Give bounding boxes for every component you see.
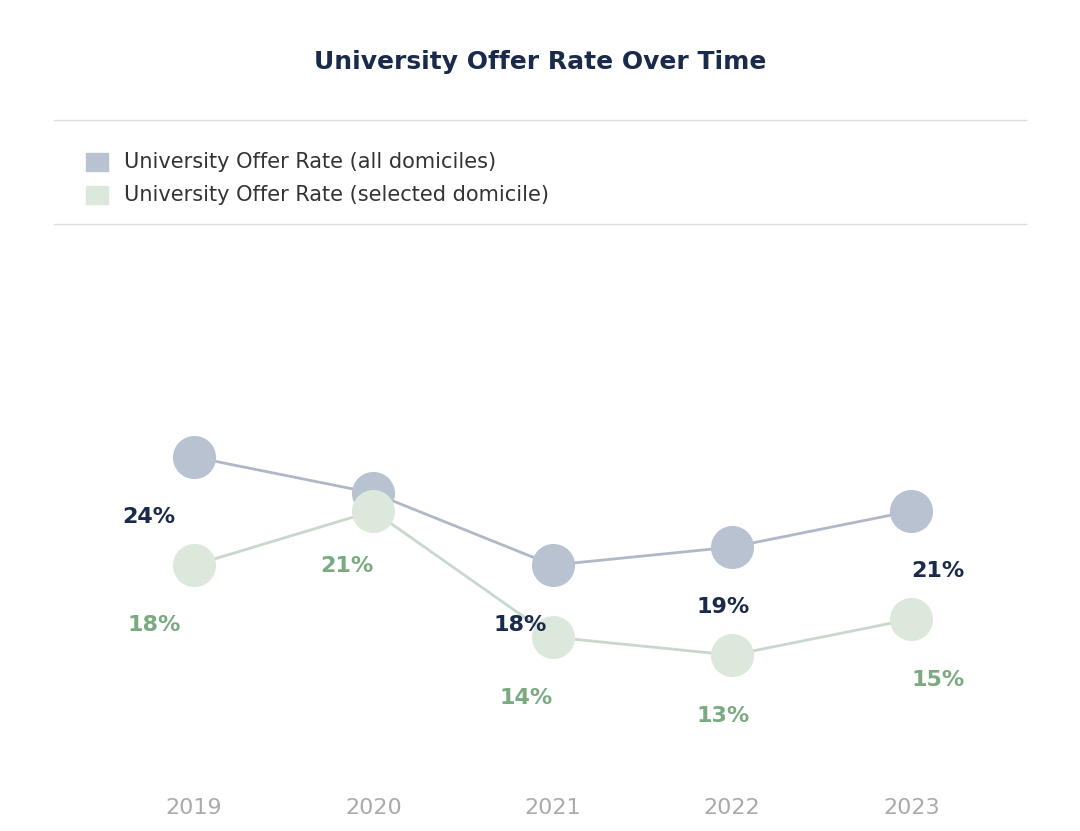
Text: 19%: 19% bbox=[697, 597, 750, 617]
Text: 18%: 18% bbox=[494, 616, 548, 636]
Text: 15%: 15% bbox=[912, 670, 964, 690]
Text: University Offer Rate (selected domicile): University Offer Rate (selected domicile… bbox=[124, 185, 549, 205]
Text: 21%: 21% bbox=[912, 562, 964, 582]
Text: 13%: 13% bbox=[697, 706, 750, 725]
Text: 21%: 21% bbox=[320, 556, 373, 576]
Text: University Offer Rate Over Time: University Offer Rate Over Time bbox=[314, 50, 766, 74]
Text: 14%: 14% bbox=[499, 687, 552, 707]
Text: 24%: 24% bbox=[123, 508, 176, 528]
Text: University Offer Rate (all domiciles): University Offer Rate (all domiciles) bbox=[124, 152, 496, 172]
Text: 18%: 18% bbox=[127, 616, 181, 636]
